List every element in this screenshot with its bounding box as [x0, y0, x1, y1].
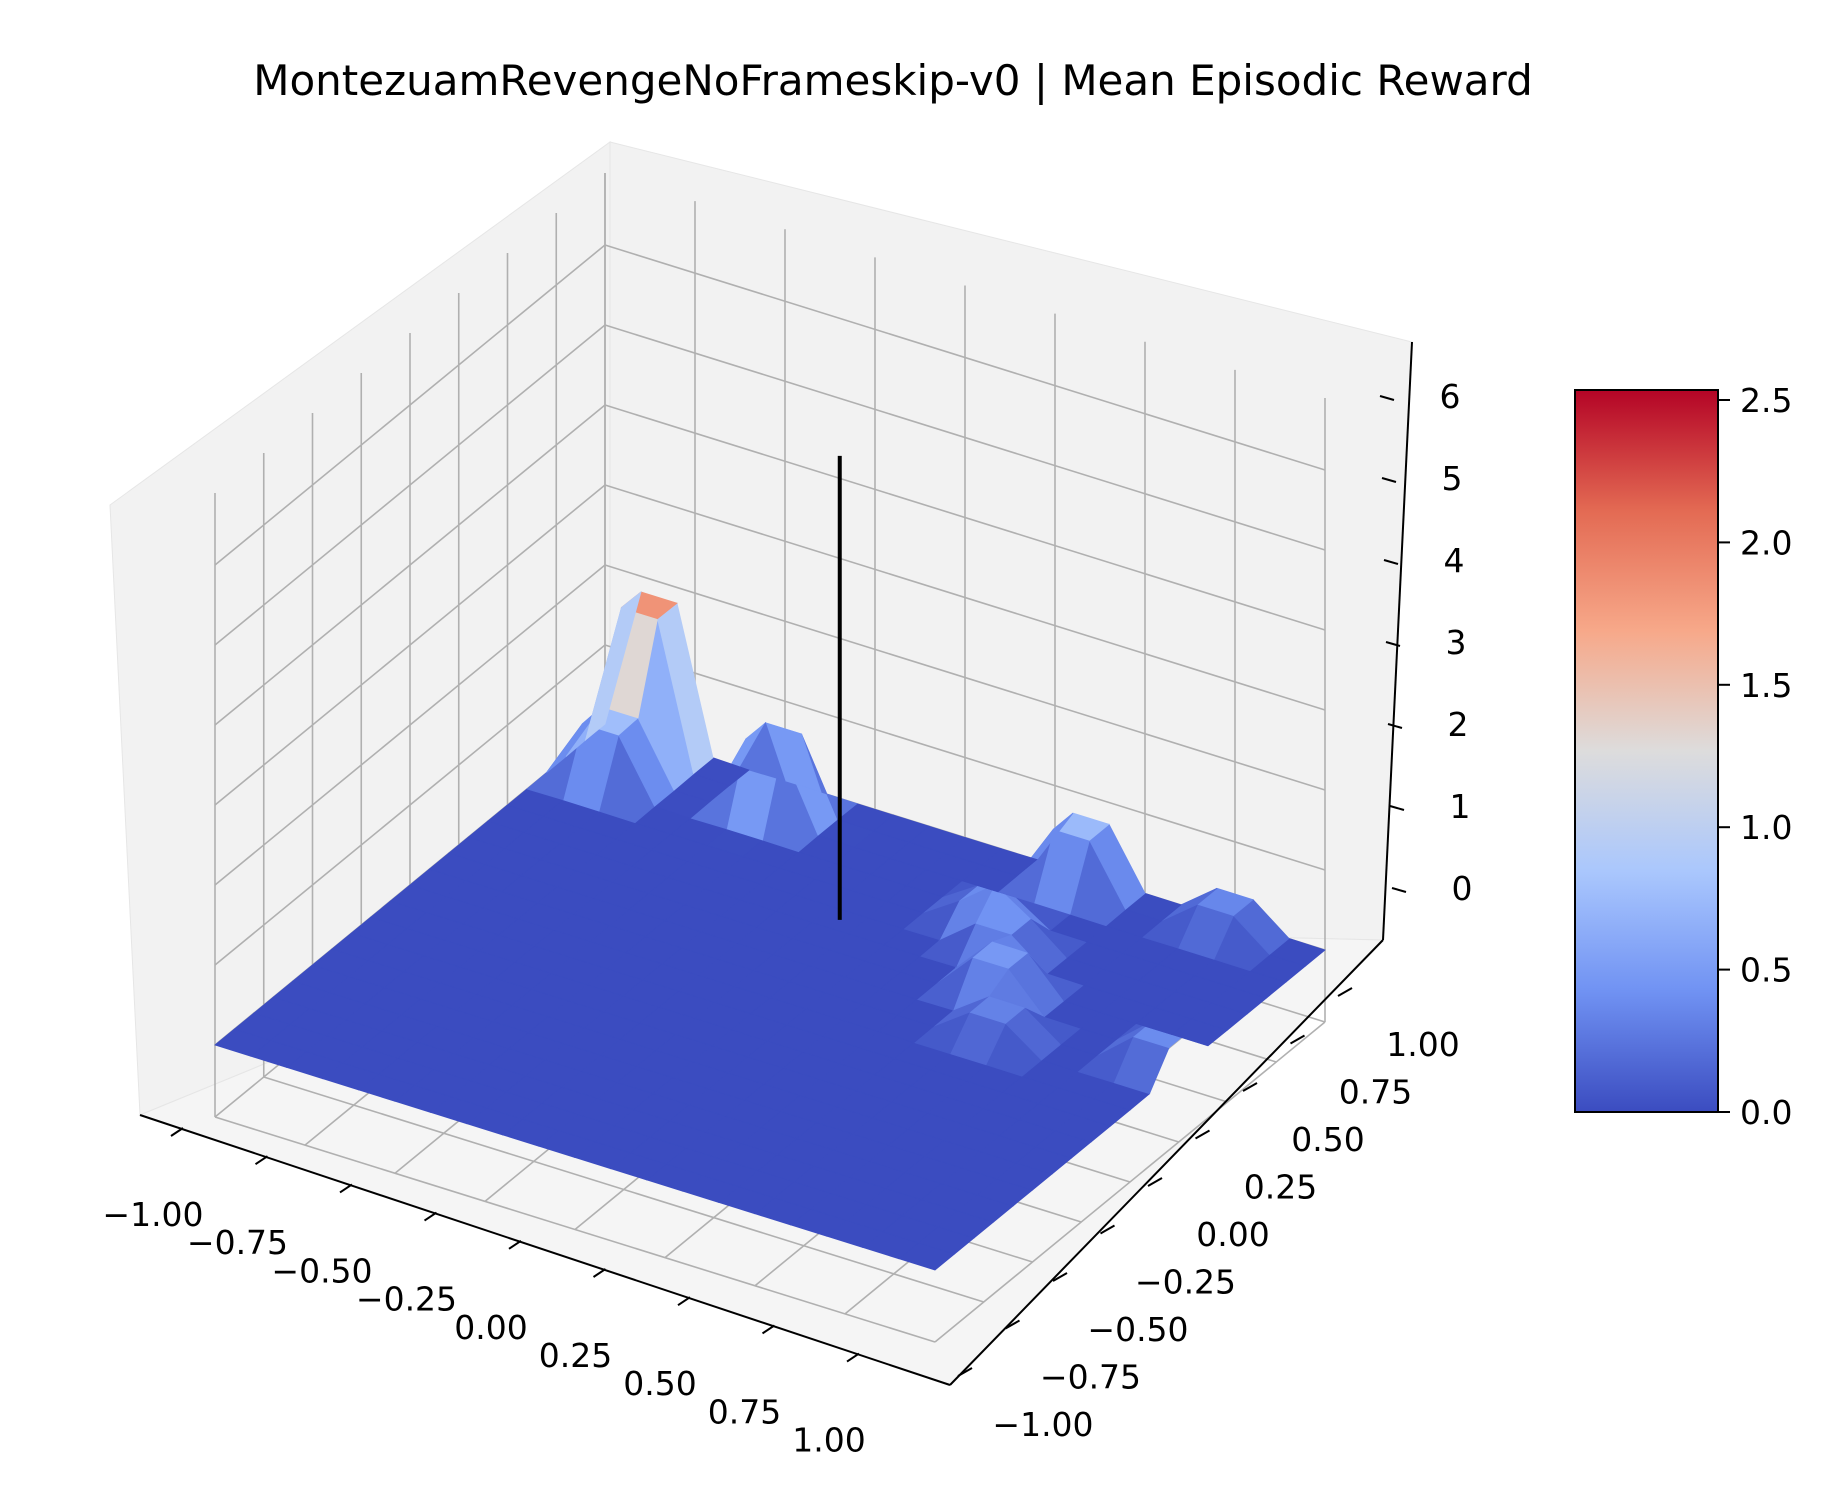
chart-title: MontezuamRevengeNoFrameskip-v0 | Mean Ep… — [253, 56, 1533, 105]
y-tick-label: 0.25 — [1244, 1168, 1317, 1207]
colorbar — [1574, 389, 1719, 1113]
z-tick-mark — [1385, 641, 1401, 647]
z-tick-label: 1 — [1450, 787, 1471, 826]
z-tick-mark — [1389, 805, 1405, 811]
y-tick-mark — [1242, 1082, 1258, 1092]
x-tick-mark — [846, 1352, 860, 1363]
y-tick-mark — [1337, 987, 1353, 997]
z-axis-line — [1382, 341, 1413, 941]
z-tick-mark — [1379, 395, 1395, 401]
y-tick-mark — [1147, 1177, 1163, 1187]
y-tick-label: −0.50 — [1087, 1310, 1188, 1349]
x-tick-mark — [339, 1183, 353, 1194]
x-tick-label: 0.50 — [623, 1364, 696, 1403]
colorbar-tick-label: 1.5 — [1740, 666, 1792, 705]
y-tick-label: −1.00 — [992, 1405, 1093, 1444]
y-tick-mark — [1195, 1129, 1210, 1140]
x-tick-mark — [254, 1155, 269, 1166]
z-axis-ticks: 0 1 2 3 4 5 6 — [1379, 377, 1473, 908]
x-tick-label: 0.00 — [454, 1308, 527, 1347]
colorbar-tick-label: 2.5 — [1740, 381, 1792, 420]
y-tick-mark — [1052, 1272, 1068, 1282]
x-tick-label: 1.00 — [792, 1421, 865, 1460]
y-axis-ticks: −1.00 −0.75 −0.50 −0.25 0.00 0.25 0.50 0.75 1.00 — [957, 987, 1460, 1444]
z-tick-mark — [1391, 887, 1407, 893]
colorbar-tick-label: 2.0 — [1740, 523, 1792, 562]
colorbar-tick-label: 1.0 — [1740, 808, 1792, 847]
y-tick-mark — [957, 1367, 973, 1377]
colorbar-tick-label: 0.0 — [1740, 1093, 1792, 1132]
x-tick-label: 0.25 — [539, 1336, 612, 1375]
y-tick-mark — [1290, 1034, 1305, 1045]
x-tick-mark — [677, 1296, 691, 1307]
colorbar-tick-label: 0.5 — [1740, 951, 1792, 990]
surface-patch — [584, 590, 642, 742]
y-tick-label: 1.00 — [1386, 1025, 1459, 1064]
z-tick-label: 5 — [1442, 459, 1463, 498]
x-tick-label: −0.75 — [187, 1223, 288, 1262]
x-tick-mark — [423, 1211, 438, 1222]
reward-surface — [214, 590, 1326, 1271]
z-tick-label: 3 — [1446, 623, 1467, 662]
x-tick-mark — [761, 1324, 776, 1335]
y-axis-line — [949, 939, 1384, 1386]
y-tick-mark — [1100, 1224, 1115, 1235]
y-tick-label: −0.75 — [1040, 1358, 1141, 1397]
x-tick-mark — [170, 1127, 184, 1137]
z-tick-label: 0 — [1452, 869, 1473, 908]
z-tick-mark — [1383, 559, 1399, 565]
y-tick-label: 0.00 — [1196, 1215, 1269, 1254]
y-tick-mark — [1005, 1319, 1020, 1330]
x-axis-ticks: −1.00−0.75−0.50−0.250.00 0.25 0.50 0.75 1.00 — [102, 1127, 866, 1460]
x-tick-label: −0.50 — [271, 1251, 372, 1290]
y-tick-label: 0.50 — [1291, 1120, 1364, 1159]
y-tick-label: 0.75 — [1339, 1073, 1412, 1112]
x-tick-label: 0.75 — [708, 1392, 781, 1431]
z-tick-label: 2 — [1448, 705, 1469, 744]
x-tick-label: −1.00 — [102, 1195, 203, 1234]
x-tick-mark — [592, 1268, 607, 1278]
z-tick-label: 6 — [1440, 377, 1461, 416]
z-tick-mark — [1381, 477, 1397, 483]
z-tick-mark — [1387, 723, 1403, 729]
x-tick-label: −0.25 — [356, 1280, 457, 1319]
z-tick-label: 4 — [1444, 541, 1465, 580]
x-tick-mark — [508, 1239, 522, 1250]
x-axis-line — [139, 1114, 951, 1386]
y-tick-label: −0.25 — [1135, 1263, 1236, 1302]
colorbar-ticks: 0.0 0.5 1.0 1.5 2.0 2.5 — [1718, 381, 1792, 1132]
